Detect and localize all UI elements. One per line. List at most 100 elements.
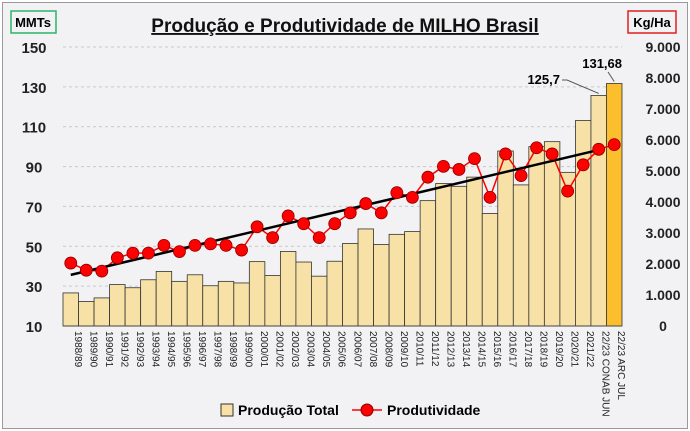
bar-1998/99 xyxy=(217,280,235,327)
productivity-point-2015/16 xyxy=(483,190,497,204)
bar-1992/93 xyxy=(124,287,142,327)
bar-2016/17 xyxy=(497,150,514,327)
category-label: 1988/89 xyxy=(72,331,83,368)
category-label: 22/23 CONAB JUN xyxy=(600,331,611,417)
category-label: 2006/07 xyxy=(351,331,362,368)
bar-1997/98 xyxy=(202,285,219,327)
bar-22/23 ARC JUL xyxy=(606,83,623,327)
right-tick-label: 5.000 xyxy=(645,163,680,179)
category-label: 2014/15 xyxy=(475,331,486,368)
productivity-point-22/23 CONAB JUN xyxy=(592,142,606,156)
right-tick-label: 7.000 xyxy=(645,101,680,117)
bar-2008/09 xyxy=(373,244,390,327)
bar-1988/89 xyxy=(62,292,79,327)
bar-2002/03 xyxy=(279,251,297,327)
productivity-point-1993/94 xyxy=(142,246,155,260)
bar-1996/97 xyxy=(186,274,204,327)
leader-line xyxy=(562,79,599,94)
productivity-point-2013/14 xyxy=(452,163,466,176)
trend-line xyxy=(70,148,599,277)
productivity-point-2016/17 xyxy=(499,147,512,161)
productivity-point-2002/03 xyxy=(281,209,295,223)
category-label: 2012/13 xyxy=(444,331,455,368)
legend-bar-label: Produção Total xyxy=(238,402,339,418)
productivity-point-2019/20 xyxy=(545,147,559,161)
category-label: 2005/06 xyxy=(336,331,347,368)
category-label: 2003/04 xyxy=(305,331,316,368)
category-label: 2001/02 xyxy=(274,331,285,368)
bar-2018/19 xyxy=(528,146,545,327)
category-label: 2000/01 xyxy=(258,331,269,368)
right-tick-label: 1.000 xyxy=(645,287,680,303)
bar-1994/95 xyxy=(155,270,173,327)
right-tick-label: 0 xyxy=(659,318,667,334)
category-label: 1996/97 xyxy=(196,331,207,368)
category-label: 2009/10 xyxy=(398,331,409,368)
bar-2019/20 xyxy=(543,141,561,327)
productivity-point-1989/90 xyxy=(79,263,93,277)
productivity-point-1998/99 xyxy=(219,238,233,252)
left-tick-label: 130 xyxy=(21,80,46,97)
productivity-point-2003/04 xyxy=(297,217,311,231)
category-label: 1995/96 xyxy=(180,331,191,368)
category-label: 1993/94 xyxy=(149,331,160,368)
productivity-point-2000/01 xyxy=(250,220,264,234)
legend-bar-swatch xyxy=(220,403,234,417)
category-label: 1997/98 xyxy=(212,331,223,368)
bar-2006/07 xyxy=(342,243,359,327)
productivity-point-1995/96 xyxy=(173,245,186,259)
bar-2011/12 xyxy=(419,200,437,327)
bar-2015/16 xyxy=(481,213,499,327)
category-label: 2015/16 xyxy=(491,331,502,368)
bar-1991/92 xyxy=(109,284,126,327)
bar-2014/15 xyxy=(466,176,483,327)
productivity-point-2008/09 xyxy=(374,206,388,220)
chart-title: Produção e Produtividade de MILHO Brasil xyxy=(151,16,538,37)
data-label-conab: 125,7 xyxy=(527,72,560,87)
bar-1995/96 xyxy=(171,280,188,327)
productivity-point-2011/12 xyxy=(421,170,435,184)
legend-line-label: Produtividade xyxy=(387,402,481,418)
legend-line-marker xyxy=(360,403,374,417)
productivity-point-2001/02 xyxy=(266,231,280,245)
bar-2004/05 xyxy=(311,275,328,327)
category-label: 1994/95 xyxy=(165,331,176,368)
bar-2009/10 xyxy=(388,233,406,327)
bar-2017/18 xyxy=(512,184,530,327)
bar-1989/90 xyxy=(78,301,95,327)
category-label: 2008/09 xyxy=(382,331,393,368)
bar-2007/08 xyxy=(357,228,374,327)
category-label: 2010/11 xyxy=(413,331,424,367)
productivity-point-2004/05 xyxy=(312,231,326,245)
productivity-point-2021/22 xyxy=(576,158,590,172)
bar-1999/00 xyxy=(233,282,250,327)
category-label: 22/23 ARC JUL xyxy=(615,331,626,400)
right-tick-label: 3.000 xyxy=(645,225,680,241)
category-label: 1990/91 xyxy=(103,331,114,368)
left-axis-label: MMTs xyxy=(15,15,51,30)
productivity-point-1991/92 xyxy=(110,251,124,265)
bar-2010/11 xyxy=(404,231,421,327)
productivity-point-2014/15 xyxy=(468,152,481,166)
bar-2001/02 xyxy=(264,275,281,327)
productivity-point-2017/18 xyxy=(514,169,528,183)
productivity-point-1990/91 xyxy=(95,264,109,278)
bar-1990/91 xyxy=(93,297,110,327)
category-label: 2011/12 xyxy=(429,331,440,367)
left-unit-box xyxy=(10,10,57,34)
left-tick-label: 90 xyxy=(26,160,43,177)
right-unit-box xyxy=(627,10,677,34)
bar-2012/13 xyxy=(435,183,452,327)
left-tick-label: 10 xyxy=(26,319,43,336)
productivity-point-2007/08 xyxy=(359,197,373,210)
category-label: 1998/99 xyxy=(227,331,238,368)
productivity-point-1999/00 xyxy=(235,243,248,257)
bar-22/23 CONAB JUN xyxy=(590,95,607,327)
category-label: 2019/20 xyxy=(553,331,564,368)
productivity-point-2020/21 xyxy=(561,184,575,198)
bar-1993/94 xyxy=(140,279,157,327)
left-tick-label: 30 xyxy=(26,279,43,296)
category-label: 1992/93 xyxy=(134,331,145,368)
productivity-point-1994/95 xyxy=(157,238,171,252)
leader-line xyxy=(607,71,615,82)
